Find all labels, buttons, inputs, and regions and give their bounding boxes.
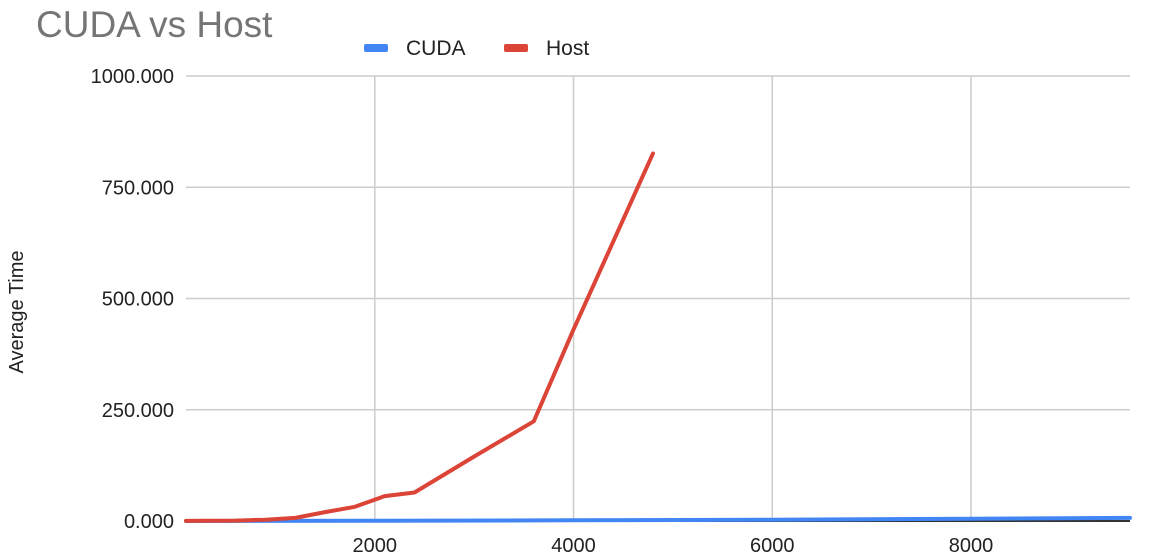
y-tick-label: 750.000 xyxy=(102,177,174,199)
y-tick-label: 1000.000 xyxy=(91,66,174,88)
y-tick-label: 500.000 xyxy=(102,289,174,311)
legend: CUDA Host xyxy=(364,37,589,60)
series-group xyxy=(184,151,1132,523)
y-axis-ticks: 0.000 250.000 500.000 750.000 1000.000 xyxy=(91,66,174,533)
legend-label-host: Host xyxy=(546,37,589,60)
x-axis-ticks: 2000 4000 6000 8000 xyxy=(353,535,994,557)
y-tick-label: 0.000 xyxy=(124,511,174,533)
legend-swatch-host xyxy=(504,44,528,52)
legend-label-cuda: CUDA xyxy=(406,37,466,60)
legend-swatch-cuda xyxy=(364,44,388,52)
x-tick-label: 8000 xyxy=(949,535,994,557)
y-tick-label: 250.000 xyxy=(102,400,174,422)
grid xyxy=(186,75,1130,522)
series-line-cuda xyxy=(184,515,1132,523)
chart-title: CUDA vs Host xyxy=(36,4,273,45)
x-tick-label: 6000 xyxy=(750,535,795,557)
x-tick-label: 4000 xyxy=(551,535,596,557)
y-axis-label: Average Time xyxy=(6,250,28,373)
x-tick-label: 2000 xyxy=(353,535,398,557)
series-line-host xyxy=(184,151,655,523)
